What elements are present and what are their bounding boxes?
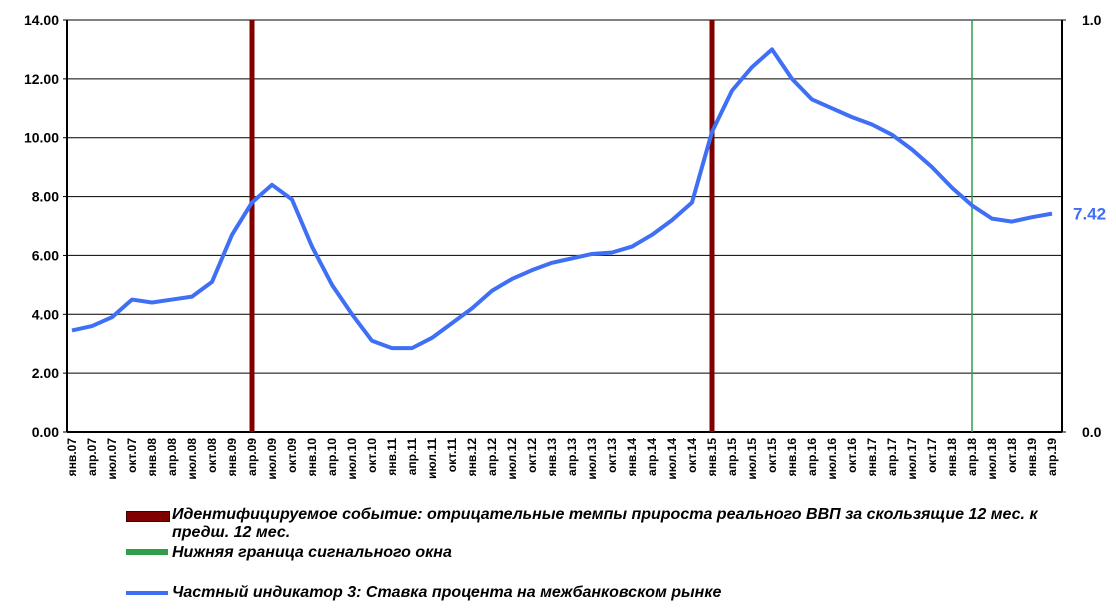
x-tick-label: янв.07 [65,438,79,477]
x-tick-label: окт.12 [525,438,539,473]
x-tick-label: апр.12 [485,438,499,476]
x-tick-label: окт.14 [685,438,699,473]
legend-label: Идентифицируемое событие: отрицательные … [172,506,1038,541]
x-tick-label: окт.18 [1005,438,1019,473]
x-tick-label: июл.08 [185,438,199,480]
x-tick-label: июл.15 [745,438,759,480]
legend-icon [126,549,168,555]
x-tick-label: апр.08 [165,438,179,476]
x-tick-label: янв.16 [785,438,799,477]
y2-tick-label: 1.0 [1082,12,1102,28]
y-tick-label: 8.00 [32,189,59,205]
x-tick-label: июл.07 [105,438,119,480]
x-tick-label: окт.13 [605,438,619,473]
legend-entry: Идентифицируемое событие: отрицательные … [120,506,1040,542]
x-tick-label: окт.09 [285,438,299,473]
x-tick-label: апр.19 [1045,438,1059,476]
x-tick-label: апр.10 [325,438,339,476]
x-tick-label: янв.11 [385,438,399,476]
x-tick-label: янв.18 [945,438,959,477]
x-tick-label: янв.14 [625,438,639,477]
x-tick-label: апр.15 [725,438,739,476]
x-tick-label: апр.16 [805,438,819,476]
x-tick-label: янв.19 [1025,438,1039,477]
legend-icon [126,591,168,595]
line [71,47,1053,351]
x-tick-label: апр.09 [245,438,259,476]
x-tick-label: янв.09 [225,438,239,477]
y-tick-label: 4.00 [32,306,59,322]
chart: 0.00 2.00 4.00 6.00 8.00 10.00 12.00 14.00 0.0 1.… [24,12,1106,480]
x-tick-label: июл.18 [985,438,999,480]
x-tick-label: янв.12 [465,438,479,477]
x-tick-label: окт.10 [365,438,379,473]
x-tick-label: июл.13 [585,438,599,480]
x-tick-label: июл.11 [425,438,439,479]
x-tick-label: июл.09 [265,438,279,480]
legend-entry: Частный индикатор 3: Ставка процента на … [120,584,1040,602]
x-tick-label: янв.15 [705,438,719,477]
x-tick-label: янв.17 [865,438,879,477]
y-tick-label: 0.00 [32,424,59,440]
event-bar [709,20,715,432]
x-tick-label: апр.11 [405,438,419,476]
x-tick-label: июл.10 [345,438,359,480]
x-tick-label: апр.14 [645,438,659,476]
y-tick-label: 10.00 [24,130,59,146]
legend: Идентифицируемое событие: отрицательные … [120,506,1040,604]
y2-tick-label: 0.0 [1082,424,1102,440]
y-tick-label: 6.00 [32,247,59,263]
event-bar [971,20,973,432]
x-tick-label: окт.11 [445,438,459,473]
x-tick-label: апр.18 [965,438,979,476]
x-tick-label: янв.08 [145,438,159,477]
x-tick-label: июл.14 [665,438,679,480]
legend-label: Частный индикатор 3: Ставка процента на … [172,584,722,601]
x-tick-label: окт.15 [765,438,779,473]
x-tick-label: апр.13 [565,438,579,476]
legend-icon [126,511,170,522]
event-bar [249,20,255,432]
x-tick-label: июл.12 [505,438,519,480]
x-tick-label: июл.17 [905,438,919,480]
legend-entry: Нижняя граница сигнального окна [120,544,1040,562]
x-tick-label: янв.10 [305,438,319,477]
y-tick-label: 2.00 [32,365,59,381]
y-tick-label: 14.00 [24,12,59,28]
x-tick-label: окт.07 [125,438,139,473]
x-tick-label: апр.07 [85,438,99,476]
x-tick-label: окт.16 [845,438,859,473]
value-label: 7.42 [1073,205,1106,224]
x-tick-label: окт.08 [205,438,219,473]
x-tick-label: июл.16 [825,438,839,480]
x-tick-label: апр.17 [885,438,899,476]
legend-label: Нижняя граница сигнального окна [172,544,452,561]
x-tick-label: янв.13 [545,438,559,477]
x-tick-label: окт.17 [925,438,939,473]
y-tick-label: 12.00 [24,71,59,87]
